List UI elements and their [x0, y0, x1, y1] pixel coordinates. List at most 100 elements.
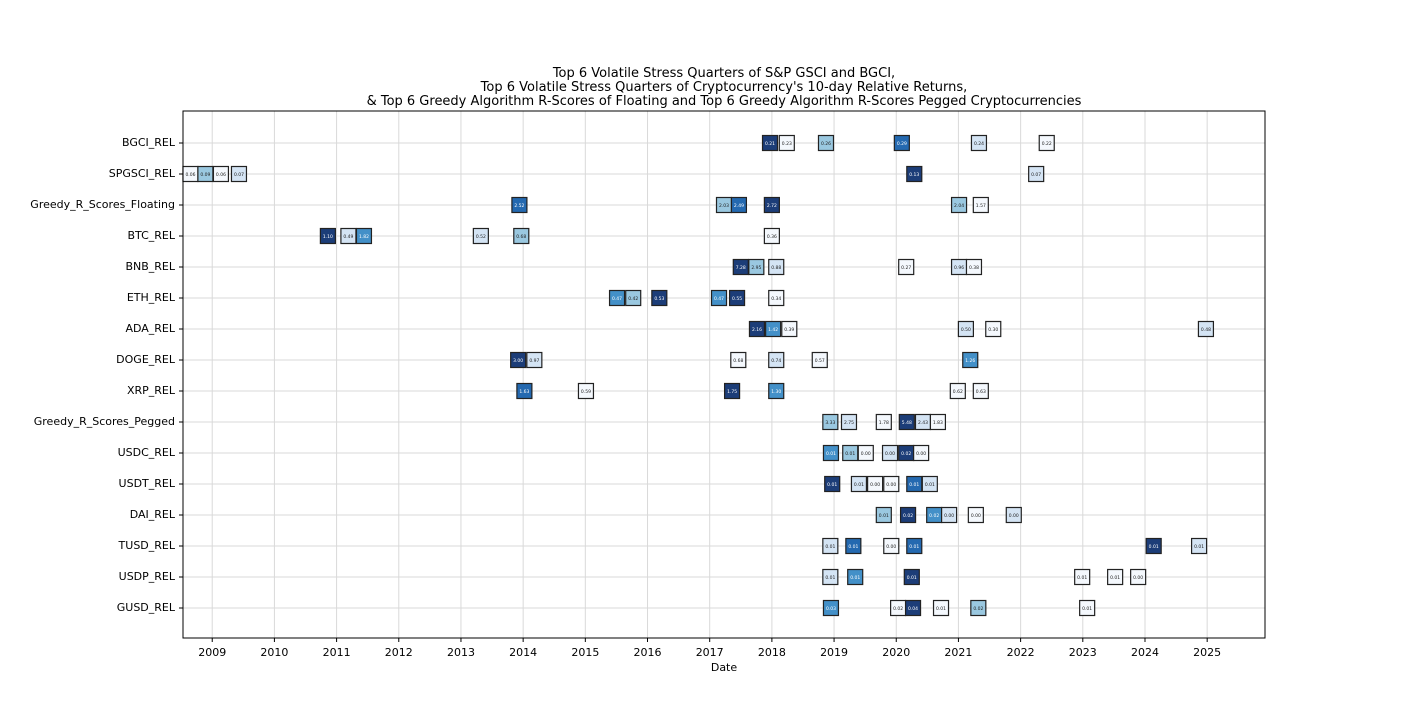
heatmap-cell: 0.01 — [842, 444, 859, 462]
cell-value-label: 2.43 — [918, 420, 928, 426]
heatmap-cell: 0.02 — [898, 444, 915, 462]
heatmap-cell: 0.68 — [730, 351, 747, 369]
y-tick-label: Greedy_R_Scores_Pegged — [34, 415, 175, 428]
y-tick-label: ADA_REL — [125, 322, 175, 335]
cell-value-label: 0.04 — [908, 606, 918, 612]
cell-value-label: 0.01 — [825, 575, 835, 581]
cell-box — [730, 196, 748, 214]
cell-value-label: 0.01 — [845, 451, 855, 457]
x-tick-label: 2014 — [509, 646, 537, 659]
cell-value-label: 0.01 — [925, 482, 935, 488]
cell-box — [921, 475, 938, 493]
cell-value-label: 0.27 — [901, 265, 911, 271]
heatmap-cell: 0.57 — [811, 351, 828, 369]
heatmap-cell: 0.09 — [197, 165, 214, 183]
heatmap-cell: 1.78 — [875, 413, 892, 431]
x-tick-label: 2010 — [260, 646, 288, 659]
cell-value-label: 0.06 — [216, 172, 226, 178]
x-tick-label: 2019 — [820, 646, 848, 659]
heatmap-cell: 0.01 — [906, 537, 923, 555]
heatmap-cell: 0.49 — [340, 227, 357, 245]
cell-value-label: 0.01 — [827, 482, 837, 488]
heatmap-cell: 0.07 — [1028, 165, 1045, 183]
heatmap-cell: 3.00 — [510, 351, 527, 369]
cell-box — [850, 475, 868, 493]
cell-value-label: 0.30 — [988, 327, 998, 333]
heatmap-cell: 0.24 — [970, 134, 988, 152]
cell-box — [906, 165, 923, 183]
heatmap-cell: 0.01 — [906, 475, 923, 493]
heatmap-cell: 1.30 — [768, 382, 785, 400]
heatmap-cell: 0.55 — [728, 289, 746, 307]
cell-box — [763, 196, 780, 214]
cell-value-label: 2.16 — [752, 327, 762, 333]
plot-frame — [182, 110, 1266, 639]
heatmap-cell: 0.02 — [970, 599, 987, 617]
cell-box — [230, 165, 248, 183]
y-tick-label: BGCI_REL — [122, 136, 176, 149]
cell-box — [903, 568, 920, 586]
heatmap-cell: 0.07 — [230, 165, 248, 183]
cell-value-label: 0.07 — [1031, 172, 1041, 178]
grid — [183, 111, 1265, 638]
cell-box — [822, 537, 839, 555]
cell-value-label: 2.03 — [719, 203, 729, 209]
x-tick-label: 2012 — [385, 646, 413, 659]
cell-box — [1028, 165, 1045, 183]
heatmap-cell: 7.28 — [732, 258, 749, 276]
cell-value-label: 7.28 — [736, 265, 746, 271]
cell-value-label: 1.82 — [359, 234, 369, 240]
cell-value-label: 1.10 — [323, 234, 333, 240]
cell-value-label: 0.88 — [771, 265, 781, 271]
heatmap-cell: 1.63 — [516, 382, 533, 400]
heatmap-cell: 0.01 — [1190, 537, 1208, 555]
cell-value-label: 0.00 — [861, 451, 871, 457]
cell-box — [1130, 568, 1147, 586]
cell-box — [1145, 537, 1162, 555]
heatmap-cell: 0.00 — [883, 537, 900, 555]
heatmap-cell: 2.52 — [511, 196, 528, 214]
cell-box — [962, 351, 979, 369]
cell-value-label: 0.02 — [903, 513, 913, 519]
cell-box — [857, 444, 874, 462]
cell-box — [1038, 134, 1055, 152]
heatmap-cell: 0.00 — [1005, 506, 1022, 524]
cell-box — [898, 258, 915, 276]
cell-box — [875, 506, 892, 524]
cell-box — [875, 413, 892, 431]
heatmap-cell: 1.57 — [972, 196, 989, 214]
cell-box — [768, 258, 785, 276]
x-tick-label: 2017 — [696, 646, 724, 659]
cell-value-label: 2.49 — [734, 203, 744, 209]
heatmap-cell: 2.75 — [840, 413, 858, 431]
cell-box — [847, 568, 864, 586]
y-tick-label: BNB_REL — [125, 260, 175, 273]
cell-value-label: 1.57 — [976, 203, 986, 209]
cell-value-label: 0.01 — [907, 575, 917, 581]
y-tick-label: USDC_REL — [118, 446, 176, 459]
cell-value-label: 0.02 — [893, 606, 903, 612]
cell-value-label: 0.26 — [821, 141, 831, 147]
cell-value-label: 2.75 — [844, 420, 854, 426]
y-tick-label: DOGE_REL — [116, 353, 176, 366]
cell-box — [972, 382, 989, 400]
cell-box — [511, 196, 528, 214]
cell-box — [1079, 599, 1096, 617]
cell-box — [763, 227, 780, 245]
cell-box — [957, 320, 974, 338]
x-tick-label: 2013 — [447, 646, 475, 659]
heatmap-cell: 0.01 — [903, 568, 920, 586]
cell-value-label: 0.00 — [1133, 575, 1143, 581]
cell-box — [893, 134, 910, 152]
cell-value-label: 0.22 — [1042, 141, 1052, 147]
cell-box — [513, 227, 530, 245]
heatmap-cell: 0.26 — [817, 134, 835, 152]
cell-value-label: 0.01 — [850, 575, 860, 581]
heatmap-cell: 0.38 — [965, 258, 983, 276]
cell-box — [472, 227, 489, 245]
cell-value-label: 0.38 — [969, 265, 979, 271]
cell-box — [840, 413, 858, 431]
cell-value-label: 0.53 — [654, 296, 664, 302]
heatmap-cell: 0.01 — [847, 568, 864, 586]
heatmap-cell: 0.01 — [822, 537, 839, 555]
